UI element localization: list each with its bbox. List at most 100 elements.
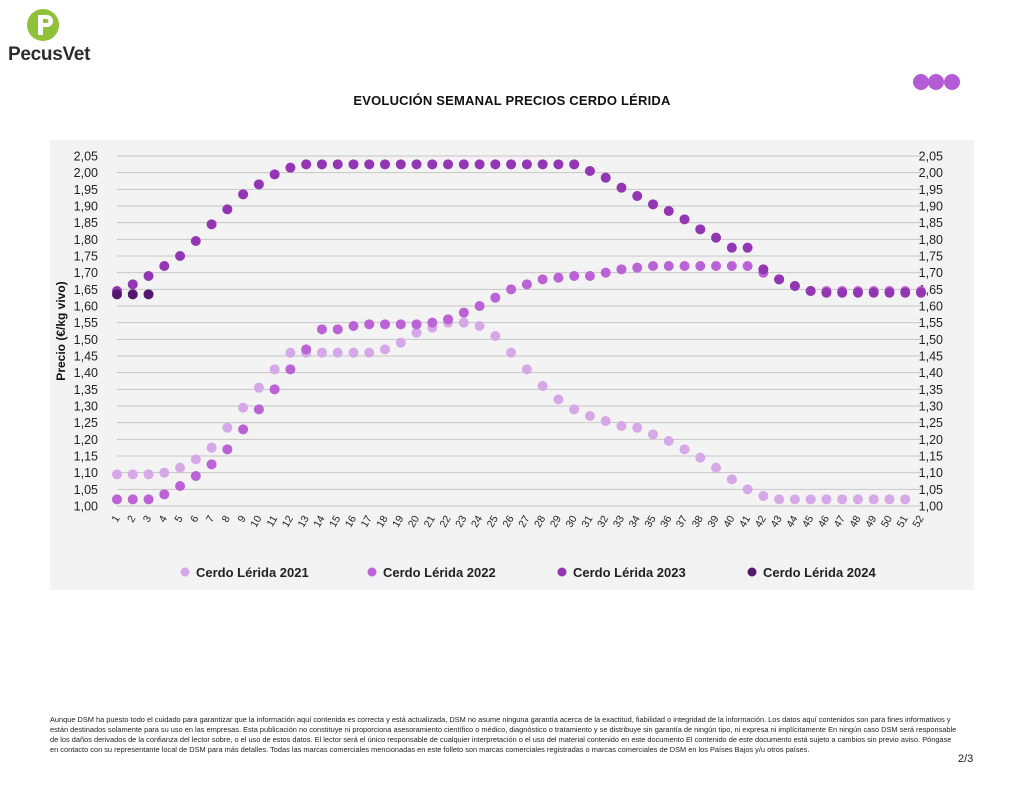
legend-marker [557,567,567,577]
data-point-series-3 [868,287,879,298]
x-tick-label: 12 [280,513,296,529]
data-point-series-3 [316,159,327,170]
data-point-series-3 [380,159,390,170]
x-tick-label: 38 [690,513,706,529]
x-tick-label: 4 [157,513,170,524]
data-point-series-2 [238,424,249,435]
data-point-series-2 [711,261,722,271]
data-point-series-3 [711,232,722,243]
x-tick-label: 35 [642,513,658,529]
x-tick-label: 1 [109,513,122,524]
x-tick-label: 37 [674,513,690,529]
y-tick-label-left: 1,55 [74,316,98,330]
data-point-series-3 [663,206,674,216]
data-point-series-2 [663,261,674,271]
x-tick-label: 23 [453,513,469,529]
data-point-series-2 [521,279,532,290]
data-point-series-2 [553,272,564,283]
brand-name: PecusVet [8,44,91,65]
data-point-series-4 [112,289,122,300]
x-tick-label: 21 [422,513,438,529]
x-tick-label: 24 [469,513,485,529]
x-tick-label: 49 [863,513,879,529]
data-point-series-1 [711,462,722,473]
data-point-series-2 [506,284,517,295]
data-point-series-2 [648,261,658,271]
data-point-series-3 [253,179,264,190]
data-point-series-1 [332,347,343,358]
data-point-series-1 [190,454,201,465]
y-tick-label-right: 1,05 [919,483,943,497]
y-tick-label-left: 1,80 [74,233,98,247]
data-point-series-4 [143,289,154,300]
data-point-series-2 [175,481,186,491]
data-point-series-1 [789,494,800,505]
data-point-series-1 [411,327,422,338]
x-tick-label: 46 [816,513,832,529]
page-number: 2/3 [958,753,974,765]
data-point-series-3 [600,172,611,183]
x-tick-label: 11 [264,513,280,529]
data-point-series-2 [695,261,706,271]
data-point-series-3 [301,159,312,170]
data-point-series-3 [521,159,532,170]
data-point-series-3 [553,159,564,170]
data-point-series-1 [364,347,375,358]
data-point-series-3 [837,287,848,298]
data-point-series-3 [648,199,658,210]
legend-marker [747,567,757,577]
data-point-series-3 [884,287,895,298]
data-point-series-3 [916,287,926,298]
data-point-series-1 [206,442,217,453]
data-point-series-1 [521,364,532,375]
data-point-series-3 [569,159,580,170]
y-tick-label-left: 1,15 [74,450,98,464]
data-point-series-1 [159,467,170,478]
data-point-series-1 [348,347,359,358]
x-tick-label: 52 [910,513,926,529]
x-tick-label: 18 [374,513,390,529]
x-tick-label: 17 [359,513,375,529]
data-point-series-2 [537,274,548,285]
data-point-series-3 [159,261,170,271]
y-tick-label-right: 1,40 [919,366,943,380]
x-tick-label: 22 [437,513,453,529]
y-tick-label-right: 2,00 [919,166,943,180]
x-tick-label: 32 [595,513,611,529]
x-tick-label: 41 [737,513,753,529]
data-point-series-3 [190,236,201,246]
x-tick-label: 29 [548,513,564,529]
y-tick-label-left: 1,35 [74,383,98,397]
price-chart: 1,00 1,00 1,05 1,05 1,10 1,10 1,15 1,15 1,20 1,20… [54,150,943,581]
x-tick-label: 47 [832,513,848,529]
data-point-series-1 [380,344,390,355]
data-point-series-2 [443,314,454,325]
data-point-series-1 [458,317,469,328]
data-point-series-2 [427,317,438,328]
data-point-series-2 [332,324,343,335]
x-tick-label: 40 [721,513,737,529]
x-tick-label: 36 [658,513,674,529]
data-point-series-1 [852,494,863,505]
y-tick-label-left: 1,45 [74,350,98,364]
disclaimer-text: Aunque DSM ha puesto todo el cuidado par… [50,715,957,754]
data-point-series-1 [490,331,501,341]
y-tick-label-right: 1,30 [919,400,943,414]
legend-marker [367,567,377,577]
data-point-series-3 [584,166,595,176]
y-tick-label-left: 1,20 [74,433,98,447]
data-point-series-1 [395,337,406,348]
data-point-series-1 [884,494,895,505]
data-point-series-2 [726,261,737,271]
data-point-series-1 [285,347,296,358]
y-tick-label-left: 1,85 [74,216,98,230]
data-point-series-1 [127,469,138,480]
data-point-series-3 [127,279,138,290]
y-tick-label-left: 1,00 [74,500,98,514]
data-point-series-1 [553,394,564,405]
data-point-series-3 [742,242,753,253]
data-point-series-1 [269,364,280,375]
data-point-series-3 [537,159,548,170]
x-tick-label: 48 [847,513,863,529]
y-tick-label-left: 1,50 [74,333,98,347]
